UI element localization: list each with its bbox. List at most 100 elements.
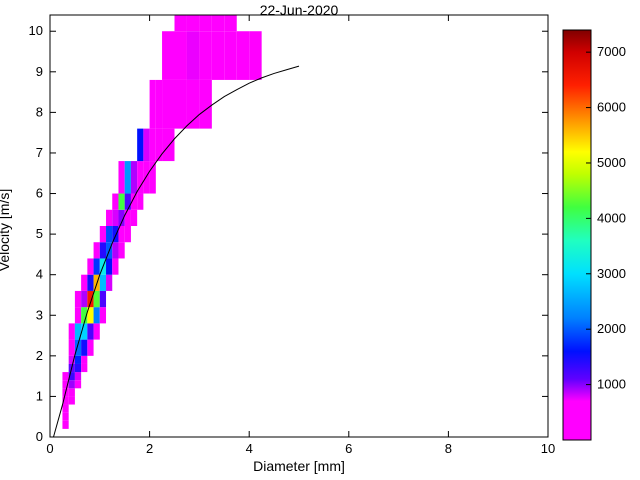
heatmap-cell xyxy=(211,15,225,32)
heatmap-cell xyxy=(112,258,119,275)
colorbar-tick-label: 5000 xyxy=(597,155,626,170)
heatmap-cell xyxy=(62,396,69,405)
heatmap-cell xyxy=(137,193,144,210)
heatmap-cell xyxy=(118,226,125,243)
y-tick-label: 9 xyxy=(36,64,43,79)
heatmap-cell xyxy=(162,31,175,80)
heatmap-cell xyxy=(99,226,107,243)
x-tick-label: 4 xyxy=(246,441,253,456)
heatmap-cell xyxy=(112,242,119,259)
heatmap-cell xyxy=(137,161,144,194)
heatmap-cell xyxy=(74,355,82,364)
heatmap-cell xyxy=(162,128,175,162)
heatmap-cell xyxy=(186,79,200,129)
heatmap-cell xyxy=(174,15,187,32)
heatmap-cell xyxy=(149,128,156,162)
heatmap-cell xyxy=(236,31,250,80)
heatmap-cell xyxy=(199,79,212,129)
heatmap-cell xyxy=(74,363,82,373)
heatmap-cell xyxy=(174,31,187,80)
heatmap-cell xyxy=(199,15,212,32)
heatmap-cell xyxy=(74,307,82,324)
heatmap-cell xyxy=(62,372,69,381)
heatmap-cell xyxy=(118,193,125,210)
colorbar-tick-label: 4000 xyxy=(597,210,626,225)
heatmap-cell xyxy=(87,258,94,275)
heatmap-cell xyxy=(68,388,75,397)
heatmap-cell xyxy=(87,323,94,340)
heatmap-cell xyxy=(87,274,94,291)
heatmap-cell xyxy=(74,323,82,340)
heatmap-cell xyxy=(143,128,150,162)
heatmap-cell xyxy=(87,339,94,356)
heatmap-cell xyxy=(124,161,131,194)
heatmap-cell xyxy=(62,412,69,421)
heatmap-cell xyxy=(112,193,119,210)
y-tick-label: 3 xyxy=(36,307,43,322)
heatmap-cell xyxy=(106,226,113,243)
heatmap-cell xyxy=(224,31,237,80)
colorbar-tick-label: 7000 xyxy=(597,44,626,59)
heatmap-cell xyxy=(106,209,113,226)
heatmap-cell xyxy=(106,274,113,291)
heatmap-cell xyxy=(62,404,69,413)
heatmap-cell xyxy=(68,380,75,389)
y-tick-label: 6 xyxy=(36,186,43,201)
x-tick-label: 0 xyxy=(46,441,53,456)
heatmap-cell xyxy=(149,79,156,129)
heatmap-cell xyxy=(186,31,200,80)
colorbar-frame xyxy=(562,29,592,441)
heatmap-cell xyxy=(74,290,82,308)
heatmap-cell xyxy=(81,339,88,356)
y-tick-label: 4 xyxy=(36,267,43,282)
y-tick-label: 8 xyxy=(36,104,43,119)
heatmap-cell xyxy=(93,242,100,259)
heatmap-cell xyxy=(68,396,75,405)
x-tick-label: 8 xyxy=(445,441,452,456)
colorbar-tick-label: 2000 xyxy=(597,321,626,336)
heatmap-cell xyxy=(93,307,100,324)
y-tick-label: 1 xyxy=(36,388,43,403)
heatmap-cell xyxy=(124,193,131,210)
colorbar-tick-label: 3000 xyxy=(597,266,626,281)
chart-title: 22-Jun-2020 xyxy=(259,2,339,18)
y-tick-label: 10 xyxy=(29,23,43,38)
heatmap-cell xyxy=(74,372,82,381)
heatmap-cell xyxy=(81,290,88,308)
heatmap-cell xyxy=(87,290,94,308)
y-tick-label: 0 xyxy=(36,429,43,444)
heatmap-cell xyxy=(87,307,94,324)
y-axis-label: Velocity [m/s] xyxy=(0,188,12,272)
x-tick-label: 10 xyxy=(541,441,555,456)
colorbar xyxy=(563,30,591,440)
heatmap-cell xyxy=(224,15,237,32)
heatmap-cell xyxy=(93,290,100,308)
heatmap-cell xyxy=(155,79,163,129)
y-tick-label: 7 xyxy=(36,145,43,160)
heatmap-cell xyxy=(68,355,75,364)
heatmap-cell xyxy=(68,323,75,340)
heatmap-cell xyxy=(249,31,262,80)
heatmap-cell xyxy=(112,226,119,243)
heatmap-cell xyxy=(74,339,82,356)
heatmap-cell xyxy=(155,128,163,162)
heatmap-cell xyxy=(74,380,82,389)
y-tick-label: 2 xyxy=(36,348,43,363)
heatmap-cell xyxy=(93,323,100,340)
heatmap-cell xyxy=(99,242,107,259)
heatmap-cell xyxy=(62,380,69,389)
heatmap-cell xyxy=(62,420,69,429)
x-tick-label: 6 xyxy=(345,441,352,456)
heatmap-cell xyxy=(99,274,107,291)
heatmap-cell xyxy=(112,209,119,226)
heatmap-cell xyxy=(149,161,156,194)
colorbar-tick-label: 1000 xyxy=(597,377,626,392)
heatmap-cell xyxy=(130,209,138,226)
heatmap-cell xyxy=(186,15,200,32)
heatmap-cell xyxy=(124,226,131,243)
terminal-velocity-curve xyxy=(53,65,300,438)
heatmap-cell xyxy=(199,31,212,80)
heatmap-cell xyxy=(93,258,100,275)
x-tick-label: 2 xyxy=(146,441,153,456)
heatmap-cell xyxy=(130,161,138,194)
